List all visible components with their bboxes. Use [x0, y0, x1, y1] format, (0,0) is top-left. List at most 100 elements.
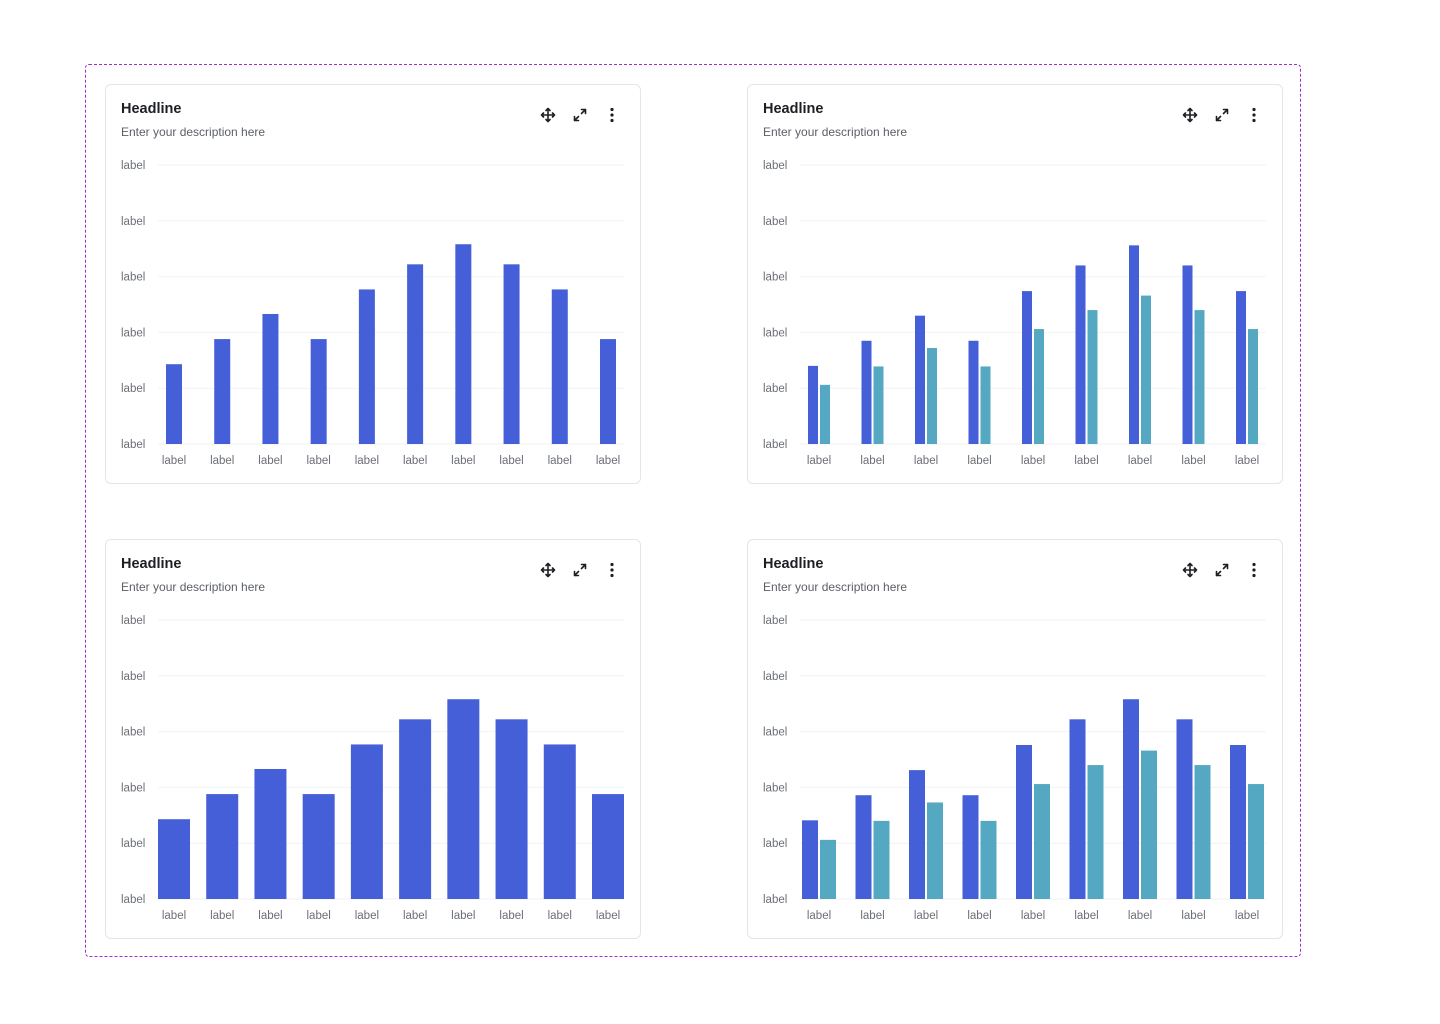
- x-tick-label: label: [499, 910, 523, 922]
- x-tick-label: label: [451, 910, 475, 922]
- x-tick-label: label: [355, 455, 379, 467]
- expand-icon[interactable]: [570, 560, 590, 580]
- chart-card: Headline Enter your description here lab…: [747, 84, 1283, 484]
- y-tick-label: label: [121, 383, 145, 395]
- card-description: Enter your description here: [121, 125, 266, 139]
- expand-icon[interactable]: [1212, 105, 1232, 125]
- bar: [495, 719, 528, 899]
- x-tick-label: label: [162, 455, 186, 467]
- y-tick-label: label: [763, 160, 787, 172]
- bar: [214, 339, 231, 444]
- bar: [909, 770, 925, 899]
- bar: [980, 366, 991, 444]
- bar: [1248, 784, 1264, 899]
- bar: [158, 819, 190, 899]
- y-tick-label: label: [763, 439, 787, 451]
- bar: [1123, 699, 1139, 899]
- y-tick-label: label: [121, 439, 145, 451]
- expand-icon[interactable]: [570, 105, 590, 125]
- y-tick-label: label: [763, 216, 787, 228]
- card-title: Headline: [763, 556, 824, 572]
- bar: [399, 719, 432, 899]
- x-tick-label: label: [1181, 910, 1205, 922]
- bar: [820, 384, 830, 444]
- bar: [980, 820, 997, 899]
- x-tick-label: label: [1181, 455, 1205, 467]
- card-description: Enter your description here: [763, 125, 908, 139]
- x-tick-label: label: [1021, 910, 1045, 922]
- bar: [1087, 765, 1104, 899]
- move-icon[interactable]: [538, 560, 558, 580]
- x-tick-label: label: [403, 910, 427, 922]
- x-tick-label: label: [1074, 910, 1098, 922]
- y-tick-label: label: [763, 782, 787, 794]
- bar: [820, 839, 836, 899]
- bar: [873, 366, 884, 444]
- y-tick-label: label: [121, 727, 145, 739]
- x-tick-label: label: [1021, 455, 1045, 467]
- x-tick-label: label: [914, 910, 938, 922]
- y-tick-label: label: [121, 615, 145, 627]
- bar: [1034, 784, 1050, 899]
- bar: [861, 340, 872, 444]
- card-description: Enter your description here: [121, 580, 266, 594]
- bar: [855, 795, 872, 899]
- bar: [1182, 265, 1193, 444]
- card-title: Headline: [121, 556, 182, 572]
- y-tick-label: label: [121, 894, 145, 906]
- move-icon[interactable]: [1180, 560, 1200, 580]
- bar: [262, 313, 279, 444]
- bar: [543, 744, 576, 899]
- y-tick-label: label: [121, 782, 145, 794]
- card-actions: [1180, 560, 1264, 580]
- x-tick-label: label: [499, 455, 523, 467]
- bar: [808, 365, 818, 444]
- bar: [968, 340, 979, 444]
- bar: [1129, 245, 1139, 444]
- x-tick-label: label: [1128, 455, 1152, 467]
- more-vertical-icon[interactable]: [1244, 105, 1264, 125]
- bar: [350, 744, 383, 899]
- x-tick-label: label: [258, 455, 282, 467]
- x-tick-label: label: [596, 910, 620, 922]
- bar: [873, 820, 890, 899]
- x-tick-label: label: [914, 455, 938, 467]
- y-tick-label: label: [763, 272, 787, 284]
- bar: [1248, 329, 1258, 444]
- move-icon[interactable]: [538, 105, 558, 125]
- bar: [1141, 750, 1157, 899]
- more-vertical-icon[interactable]: [602, 105, 622, 125]
- move-icon[interactable]: [1180, 105, 1200, 125]
- x-tick-label: label: [403, 455, 427, 467]
- more-vertical-icon[interactable]: [602, 560, 622, 580]
- bar: [1141, 295, 1151, 444]
- y-tick-label: label: [763, 615, 787, 627]
- y-tick-label: label: [763, 327, 787, 339]
- x-tick-label: label: [548, 455, 572, 467]
- y-tick-label: label: [763, 838, 787, 850]
- y-tick-label: label: [121, 160, 145, 172]
- expand-icon[interactable]: [1212, 560, 1232, 580]
- bar: [962, 795, 979, 899]
- bar: [358, 289, 375, 444]
- bar: [1230, 744, 1246, 899]
- x-tick-label: label: [451, 455, 475, 467]
- y-tick-label: label: [763, 894, 787, 906]
- x-tick-label: label: [807, 455, 831, 467]
- bar-chart: label label label label label label label label…: [121, 160, 624, 467]
- x-tick-label: label: [1235, 910, 1259, 922]
- more-vertical-icon[interactable]: [1244, 560, 1264, 580]
- x-tick-label: label: [967, 910, 991, 922]
- bar: [551, 289, 568, 444]
- x-tick-label: label: [1074, 455, 1098, 467]
- grouped-bar-chart: label label label label label label label label…: [763, 615, 1266, 922]
- bar: [1075, 265, 1086, 444]
- x-tick-label: label: [860, 455, 884, 467]
- x-tick-label: label: [1128, 910, 1152, 922]
- x-tick-label: label: [355, 910, 379, 922]
- x-tick-label: label: [807, 910, 831, 922]
- bar: [1236, 291, 1246, 444]
- bar: [1069, 719, 1086, 899]
- bar: [1087, 310, 1098, 444]
- bar: [1022, 291, 1032, 444]
